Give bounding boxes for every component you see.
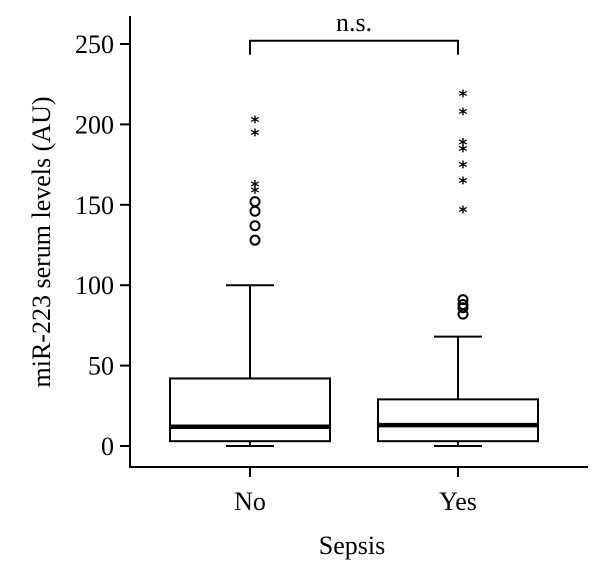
outlier-circle	[457, 298, 469, 310]
outlier-star: *	[459, 174, 468, 194]
iqr-box	[169, 377, 331, 443]
outlier-circle	[249, 220, 261, 232]
y-ticks: 0 50 100 150 200 250	[75, 30, 130, 461]
outlier-star: *	[459, 142, 468, 162]
outlier-star: *	[459, 87, 468, 107]
outlier-star: *	[459, 203, 468, 223]
outlier-circle	[457, 294, 469, 306]
outlier-star: *	[251, 113, 260, 133]
outlier-star: *	[251, 177, 260, 197]
x-tick-label: No	[234, 487, 266, 516]
x-axis-title: Sepsis	[319, 531, 385, 560]
significance-annotation: n.s.	[249, 8, 459, 55]
outlier-star: *	[251, 126, 260, 146]
boxes: ***********	[169, 87, 539, 447]
y-tick-label: 0	[101, 432, 114, 461]
y-tick-label: 250	[75, 30, 114, 59]
iqr-box	[377, 398, 539, 443]
outlier-star: *	[251, 184, 260, 204]
significance-label: n.s.	[336, 8, 372, 37]
y-axis-title: miR-223 serum levels (AU)	[27, 96, 56, 387]
significance-bracket	[249, 39, 459, 55]
y-tick-label: 150	[75, 191, 114, 220]
box-group-yes: *******	[377, 87, 539, 447]
outlier-circle	[249, 234, 261, 246]
y-tick-label: 100	[75, 271, 114, 300]
outlier-star: *	[459, 135, 468, 155]
x-ticks: No Yes	[234, 467, 477, 516]
x-tick-label: Yes	[439, 487, 477, 516]
outlier-star: *	[459, 158, 468, 178]
outlier-circle	[249, 196, 261, 208]
box-group-no: ****	[169, 113, 331, 447]
y-tick-label: 200	[75, 110, 114, 139]
y-tick-label: 50	[88, 352, 114, 381]
axes	[129, 16, 588, 468]
outlier-star: *	[459, 105, 468, 125]
outlier-circle	[249, 205, 261, 217]
